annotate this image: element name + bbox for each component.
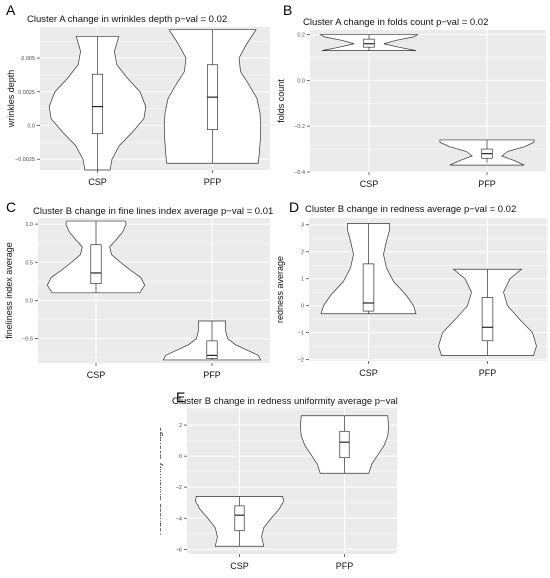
y-tick-label: 0.0 — [27, 123, 35, 129]
y-tick-label: 2 — [179, 423, 182, 429]
x-tick-label: CSP — [87, 370, 106, 380]
x-tick-label: PFP — [204, 177, 222, 187]
y-tick-label: 0.005 — [21, 56, 35, 62]
panel-label-d: D — [289, 199, 300, 215]
y-tick-label: 1.0 — [25, 222, 33, 228]
y-tick-label: −0.2 — [294, 124, 305, 130]
panel-e: E Cluster B change in redness uniformity… — [153, 385, 432, 573]
box-iqr — [206, 340, 218, 359]
x-tick-label: PFP — [478, 179, 496, 189]
y-tick-label: −0.0025 — [15, 157, 35, 163]
x-tick-label: CSP — [88, 177, 107, 187]
y-tick-label: −0.4 — [294, 170, 305, 176]
panel-label-a: A — [6, 2, 16, 18]
chart-d: Cluster B change in redness average p−va… — [275, 204, 547, 378]
chart-e: Cluster B change in redness uniformity a… — [153, 396, 432, 571]
y-tick-label: 0.5 — [25, 260, 33, 266]
panel-label-b: B — [283, 2, 293, 18]
y-tick-label: −2 — [298, 358, 304, 364]
panel-label-e: E — [176, 389, 186, 405]
box-iqr — [234, 505, 245, 532]
x-tick-label: PFP — [203, 370, 221, 380]
x-tick-label: PFP — [336, 561, 354, 571]
box-iqr — [91, 73, 104, 134]
box-iqr — [90, 244, 102, 284]
y-tick-label: −2 — [176, 485, 182, 491]
chart-a: Cluster A change in wrinkles depth p−val… — [6, 14, 270, 187]
chart-title: Cluster B change in redness uniformity a… — [172, 396, 400, 407]
chart-title: Cluster B change in redness average p−va… — [305, 204, 516, 215]
y-tick-label: 2 — [301, 250, 304, 256]
y-tick-label: 0.0 — [297, 78, 305, 84]
x-tick-label: CSP — [359, 368, 378, 378]
chart-b: Cluster A change in folds count p−val = … — [276, 17, 546, 189]
box-iqr — [481, 297, 494, 342]
chart-title: Cluster B change in fine lines index ave… — [33, 206, 273, 217]
y-tick-label: 0.2 — [297, 33, 305, 39]
box-iqr — [362, 263, 375, 312]
y-tick-label: 0.0025 — [18, 90, 35, 96]
x-tick-label: CSP — [360, 179, 379, 189]
y-tick-label: −4 — [176, 516, 182, 522]
x-tick-label: PFP — [479, 368, 497, 378]
box-iqr — [363, 38, 375, 48]
y-tick-label: 0.0 — [25, 298, 33, 304]
y-axis-label: redness average — [275, 256, 285, 323]
y-tick-label: −1 — [298, 331, 304, 337]
chart-title: Cluster A change in wrinkles depth p−val… — [27, 14, 227, 25]
panel-c: C Cluster B change in fine lines index a… — [0, 195, 275, 385]
chart-title: Cluster A change in folds count p−val = … — [303, 17, 488, 28]
panel-d: D Cluster B change in redness average p−… — [275, 195, 550, 385]
box-iqr — [339, 430, 350, 459]
chart-c: Cluster B change in fine lines index ave… — [4, 206, 273, 380]
y-tick-label: −6 — [176, 547, 182, 553]
y-axis-label: wrinkles depth — [6, 70, 16, 129]
panel-b: B Cluster A change in folds count p−val … — [275, 0, 550, 195]
y-axis-label: redness uniformity average — [160, 427, 163, 536]
y-tick-label: 1 — [301, 277, 304, 283]
y-tick-label: 0 — [301, 304, 304, 310]
y-tick-label: −0.5 — [22, 337, 33, 343]
y-tick-label: 3 — [301, 223, 304, 229]
panel-a: A Cluster A change in wrinkles depth p−v… — [0, 0, 275, 195]
x-tick-label: CSP — [230, 561, 249, 571]
y-axis-label: folds count — [276, 79, 286, 123]
panel-label-c: C — [6, 199, 17, 215]
y-tick-label: 0 — [179, 454, 182, 460]
y-axis-label: fineliness index average — [4, 242, 14, 339]
